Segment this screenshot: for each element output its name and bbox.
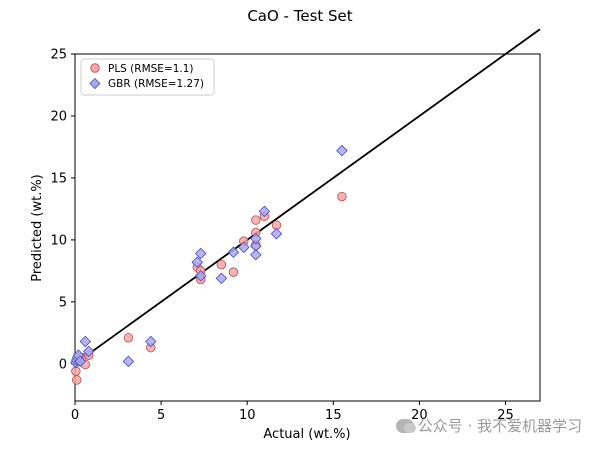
gbr-point — [194, 270, 207, 282]
legend-label-gbr: GBR (RMSE=1.27) — [108, 78, 204, 90]
x-tick-label: 15 — [325, 408, 342, 423]
pls-point — [72, 375, 82, 385]
legend-label-pls: PLS (RMSE=1.1) — [108, 63, 194, 75]
series-gbr — [70, 144, 348, 369]
x-tick-label: 5 — [157, 408, 165, 423]
gbr-point — [336, 144, 348, 157]
pls-point — [337, 191, 347, 202]
y-tick-label: 25 — [50, 48, 67, 63]
pls-point — [123, 333, 134, 343]
y-tick-label: 5 — [59, 295, 67, 310]
gbr-point — [74, 355, 86, 368]
plot-area — [74, 53, 541, 402]
y-tick-label: 0 — [59, 357, 67, 372]
pls-point — [228, 267, 239, 277]
gbr-point — [258, 205, 271, 218]
x-tick-label: 0 — [71, 408, 79, 423]
y-axis-label: Predicted (wt.%) — [30, 174, 45, 282]
gbr-point — [227, 246, 240, 259]
gbr-point — [250, 248, 262, 261]
legend-box — [80, 58, 215, 96]
pls-point — [251, 215, 261, 225]
y-tick-label: 10 — [50, 233, 67, 248]
watermark: 公众号 · 我不爱机器学习 — [395, 415, 582, 436]
gbr-point — [191, 256, 204, 268]
gbr-point — [270, 227, 283, 240]
y-tick-label: 15 — [50, 171, 67, 186]
gbr-point — [215, 272, 228, 285]
watermark-text: 公众号 · 我不爱机器学习 — [417, 417, 582, 435]
gbr-point — [238, 241, 250, 254]
gbr-point — [79, 335, 92, 348]
x-tick-label: 10 — [239, 408, 256, 423]
gbr-point — [83, 345, 95, 358]
legend-marker-gbr — [89, 77, 101, 90]
identity-line — [74, 28, 541, 365]
chart-title: CaO - Test Set — [247, 7, 352, 25]
gbr-point — [194, 247, 207, 260]
wechat-icon — [395, 419, 416, 433]
legend: PLS (RMSE=1.1) GBR (RMSE=1.27) — [80, 58, 215, 96]
x-tick-label: 25 — [497, 408, 514, 423]
x-tick-label: 20 — [411, 408, 428, 423]
pls-point — [216, 259, 227, 270]
gbr-point — [250, 232, 262, 245]
x-axis-label: Actual (wt.%) — [263, 427, 350, 442]
gbr-point — [122, 355, 135, 368]
y-tick-label: 20 — [50, 109, 67, 124]
gbr-point — [145, 335, 157, 348]
legend-marker-pls — [90, 63, 100, 73]
